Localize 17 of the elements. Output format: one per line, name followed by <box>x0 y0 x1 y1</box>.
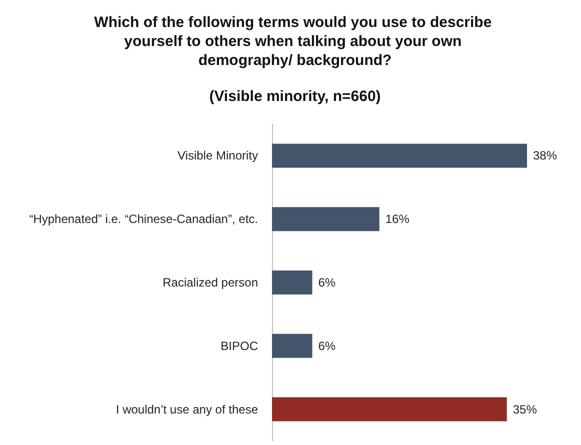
y-tick-label: I wouldn’t use any of these <box>116 402 258 416</box>
bar <box>272 270 312 294</box>
data-label: 16% <box>385 212 410 226</box>
data-label: 38% <box>533 148 558 163</box>
data-label: 6% <box>318 276 336 290</box>
y-tick-label: Racialized person <box>162 276 258 290</box>
bar <box>272 144 527 168</box>
chart-title: Which of the following terms would you use to describe yourself to others when talking about your own demography/ background? <box>94 14 496 69</box>
bar <box>272 334 312 358</box>
y-tick-label: “Hyphenated” i.e. “Chinese-Canadian”, etc. <box>29 212 258 226</box>
y-tick-label: BIPOC <box>220 338 258 353</box>
y-tick-label: Visible Minority <box>178 148 258 163</box>
data-label: 6% <box>318 338 336 353</box>
bar <box>272 397 507 422</box>
chart-subtitle: (Visible minority, n=660) <box>209 88 381 105</box>
data-label: 35% <box>512 402 538 416</box>
bar <box>272 207 380 232</box>
